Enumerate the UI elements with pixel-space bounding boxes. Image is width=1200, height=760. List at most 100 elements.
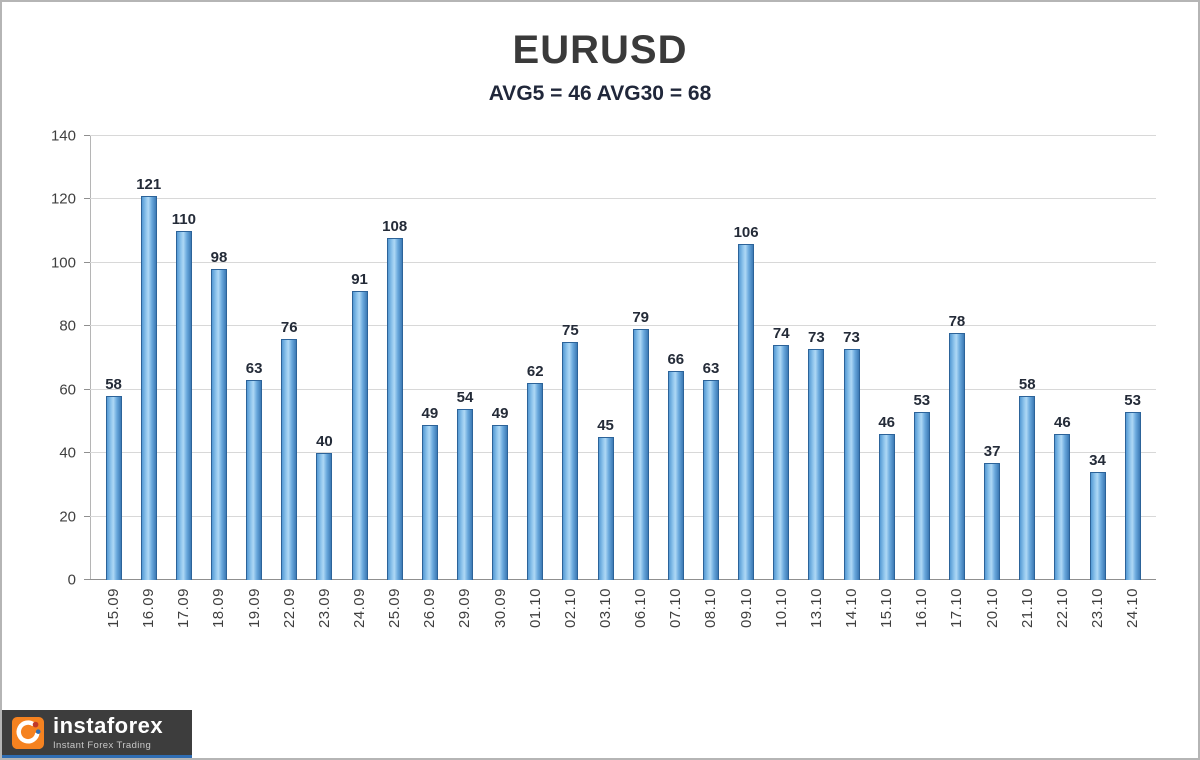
bar-slot: 121 bbox=[131, 136, 166, 580]
bar-value-label: 37 bbox=[983, 442, 1001, 460]
bars-row: 58 121 110 98 63 76 40 91 108 49 54 49 62 75 45 79 66 63 1… bbox=[90, 136, 1156, 580]
x-axis-tick-label: 14.10 bbox=[843, 588, 861, 629]
x-axis-tick: 23.09 bbox=[307, 588, 342, 680]
chart-subtitle: AVG5 = 46 AVG30 = 68 bbox=[488, 82, 712, 105]
logo-tagline-text: Instant Forex Trading bbox=[53, 739, 152, 751]
bar-value-label: 73 bbox=[843, 328, 860, 346]
y-axis-tickmark bbox=[84, 388, 90, 390]
gridline bbox=[90, 452, 1156, 454]
plot-area: 58 121 110 98 63 76 40 91 108 49 54 49 62 75 45 79 66 63 1… bbox=[51, 129, 1156, 588]
gridline bbox=[90, 388, 1156, 390]
x-axis-tick-label: 13.10 bbox=[807, 588, 825, 629]
bar-slot: 91 bbox=[342, 136, 377, 580]
bar-value-label: 40 bbox=[316, 433, 333, 451]
bar-value-label: 121 bbox=[136, 176, 162, 194]
bar-value-label: 108 bbox=[382, 217, 408, 235]
bar bbox=[702, 380, 719, 580]
bar-slot: 58 bbox=[1010, 136, 1045, 580]
x-axis-tick: 16.10 bbox=[904, 588, 939, 680]
bar bbox=[351, 291, 368, 580]
bar bbox=[667, 370, 684, 580]
x-axis-tick: 25.09 bbox=[377, 588, 412, 680]
x-axis-tick-label: 15.10 bbox=[878, 588, 896, 629]
y-axis-tick-label: 120 bbox=[50, 190, 76, 208]
bar bbox=[808, 348, 825, 580]
bar bbox=[843, 348, 860, 580]
bar-value-label: 62 bbox=[526, 363, 544, 381]
x-axis-tick: 07.10 bbox=[658, 588, 693, 680]
bar bbox=[913, 411, 930, 580]
bar-value-label: 63 bbox=[702, 360, 720, 378]
x-axis-tick: 13.10 bbox=[799, 588, 834, 680]
y-axis-tick-label: 40 bbox=[59, 444, 76, 462]
bar-slot: 49 bbox=[412, 136, 447, 580]
x-axis-tick-label: 10.10 bbox=[772, 588, 790, 629]
x-axis-tick-label: 02.10 bbox=[561, 588, 579, 629]
x-axis-tick-label: 22.09 bbox=[280, 588, 298, 629]
x-axis-tick-label: 29.09 bbox=[456, 588, 474, 629]
bar bbox=[562, 342, 579, 580]
x-axis-tick: 08.10 bbox=[693, 588, 728, 680]
x-axis-tick: 29.09 bbox=[447, 588, 482, 680]
x-axis-tick: 20.10 bbox=[975, 588, 1010, 680]
x-axis-tick-label: 06.10 bbox=[632, 588, 650, 629]
bar bbox=[421, 424, 438, 580]
bar-value-label: 53 bbox=[1124, 391, 1141, 409]
bar bbox=[175, 231, 192, 580]
bar bbox=[105, 396, 122, 580]
x-axis-tick-label: 26.09 bbox=[421, 588, 439, 629]
bar-value-label: 75 bbox=[562, 322, 579, 340]
gridline bbox=[90, 515, 1156, 517]
bar bbox=[948, 332, 965, 580]
y-axis-tick-label: 60 bbox=[59, 381, 76, 399]
bar bbox=[632, 329, 649, 580]
x-axis-tick: 02.10 bbox=[553, 588, 588, 680]
x-axis-tick-label: 08.10 bbox=[702, 588, 720, 629]
bar-slot: 53 bbox=[904, 136, 939, 580]
x-axis-tick-label: 09.10 bbox=[737, 588, 755, 629]
x-axis-tick: 03.10 bbox=[588, 588, 623, 680]
bar-slot: 108 bbox=[377, 136, 412, 580]
bar-slot: 63 bbox=[693, 136, 728, 580]
bar-value-label: 98 bbox=[210, 249, 228, 267]
bar-value-label: 73 bbox=[808, 328, 825, 346]
logo-brand-text: instaforex bbox=[53, 712, 164, 738]
bar-value-label: 78 bbox=[948, 312, 966, 330]
bar-slot: 34 bbox=[1080, 136, 1115, 580]
x-axis-tick: 24.09 bbox=[342, 588, 377, 680]
y-axis-tickmark bbox=[84, 325, 90, 327]
x-axis-tick-label: 17.10 bbox=[948, 588, 966, 629]
x-axis-tick-label: 07.10 bbox=[667, 588, 685, 629]
y-axis-tick-label: 20 bbox=[59, 508, 76, 526]
bar-value-label: 54 bbox=[456, 388, 474, 406]
x-axis-tick: 14.10 bbox=[834, 588, 869, 680]
y-axis-tick-label: 80 bbox=[59, 317, 76, 335]
bar-slot: 40 bbox=[307, 136, 342, 580]
bar-slot: 46 bbox=[1045, 136, 1080, 580]
x-axis-tick-label: 23.09 bbox=[315, 588, 333, 629]
chart-title: EURUSD bbox=[512, 28, 688, 72]
x-axis-tick: 09.10 bbox=[729, 588, 764, 680]
bar-slot: 73 bbox=[834, 136, 869, 580]
x-axis-row: 15.09 16.09 17.09 18.09 19.09 22.09 23.09 24.09… bbox=[90, 588, 1156, 680]
bar bbox=[878, 434, 895, 580]
x-axis-baseline bbox=[90, 579, 1156, 580]
bar-value-label: 46 bbox=[1054, 414, 1071, 432]
x-axis-tick-label: 30.09 bbox=[491, 588, 509, 629]
x-axis-tick-label: 18.09 bbox=[210, 588, 228, 629]
bar-value-label: 49 bbox=[491, 404, 509, 422]
x-axis-tick-label: 23.10 bbox=[1089, 588, 1106, 629]
bar-slot: 76 bbox=[272, 136, 307, 580]
x-axis-tick: 17.09 bbox=[166, 588, 201, 680]
x-axis-tick-label: 17.09 bbox=[175, 588, 193, 629]
bar bbox=[316, 453, 333, 580]
bar bbox=[1089, 472, 1106, 580]
bar-value-label: 66 bbox=[667, 350, 685, 368]
x-axis-tick: 19.09 bbox=[237, 588, 272, 680]
bar-slot: 66 bbox=[658, 136, 693, 580]
x-axis-tick: 30.09 bbox=[483, 588, 518, 680]
bar bbox=[738, 243, 755, 580]
bar-slot: 46 bbox=[869, 136, 904, 580]
chart-area: 58 121 110 98 63 76 40 91 108 49 54 49 62 75 45 79 66 63 1… bbox=[51, 129, 1156, 680]
bar-slot: 53 bbox=[1115, 136, 1150, 580]
